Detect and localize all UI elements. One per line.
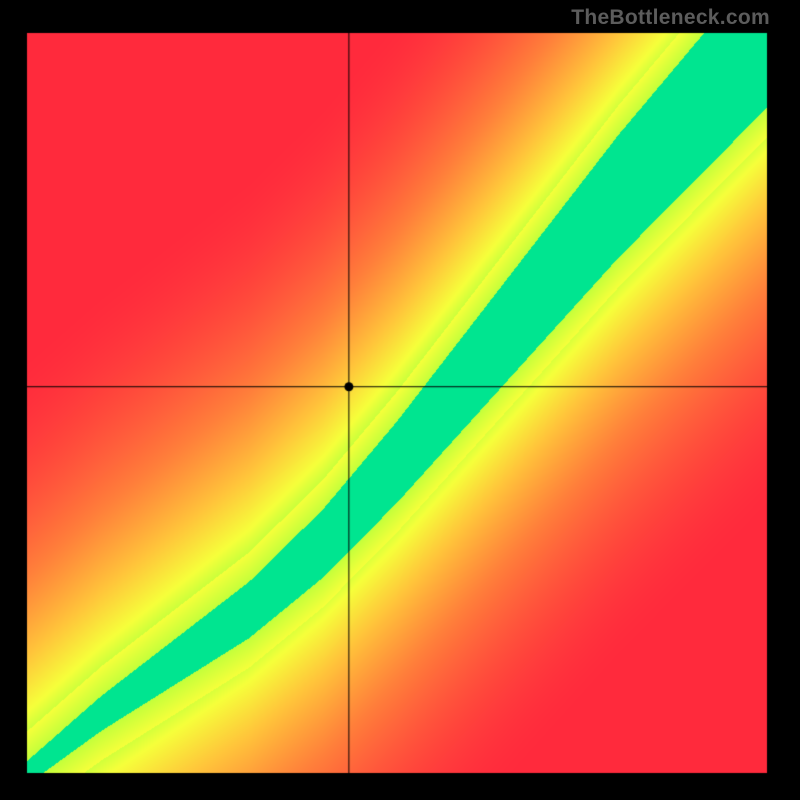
heatmap-canvas	[0, 0, 800, 800]
watermark-text: TheBottleneck.com	[571, 6, 770, 30]
